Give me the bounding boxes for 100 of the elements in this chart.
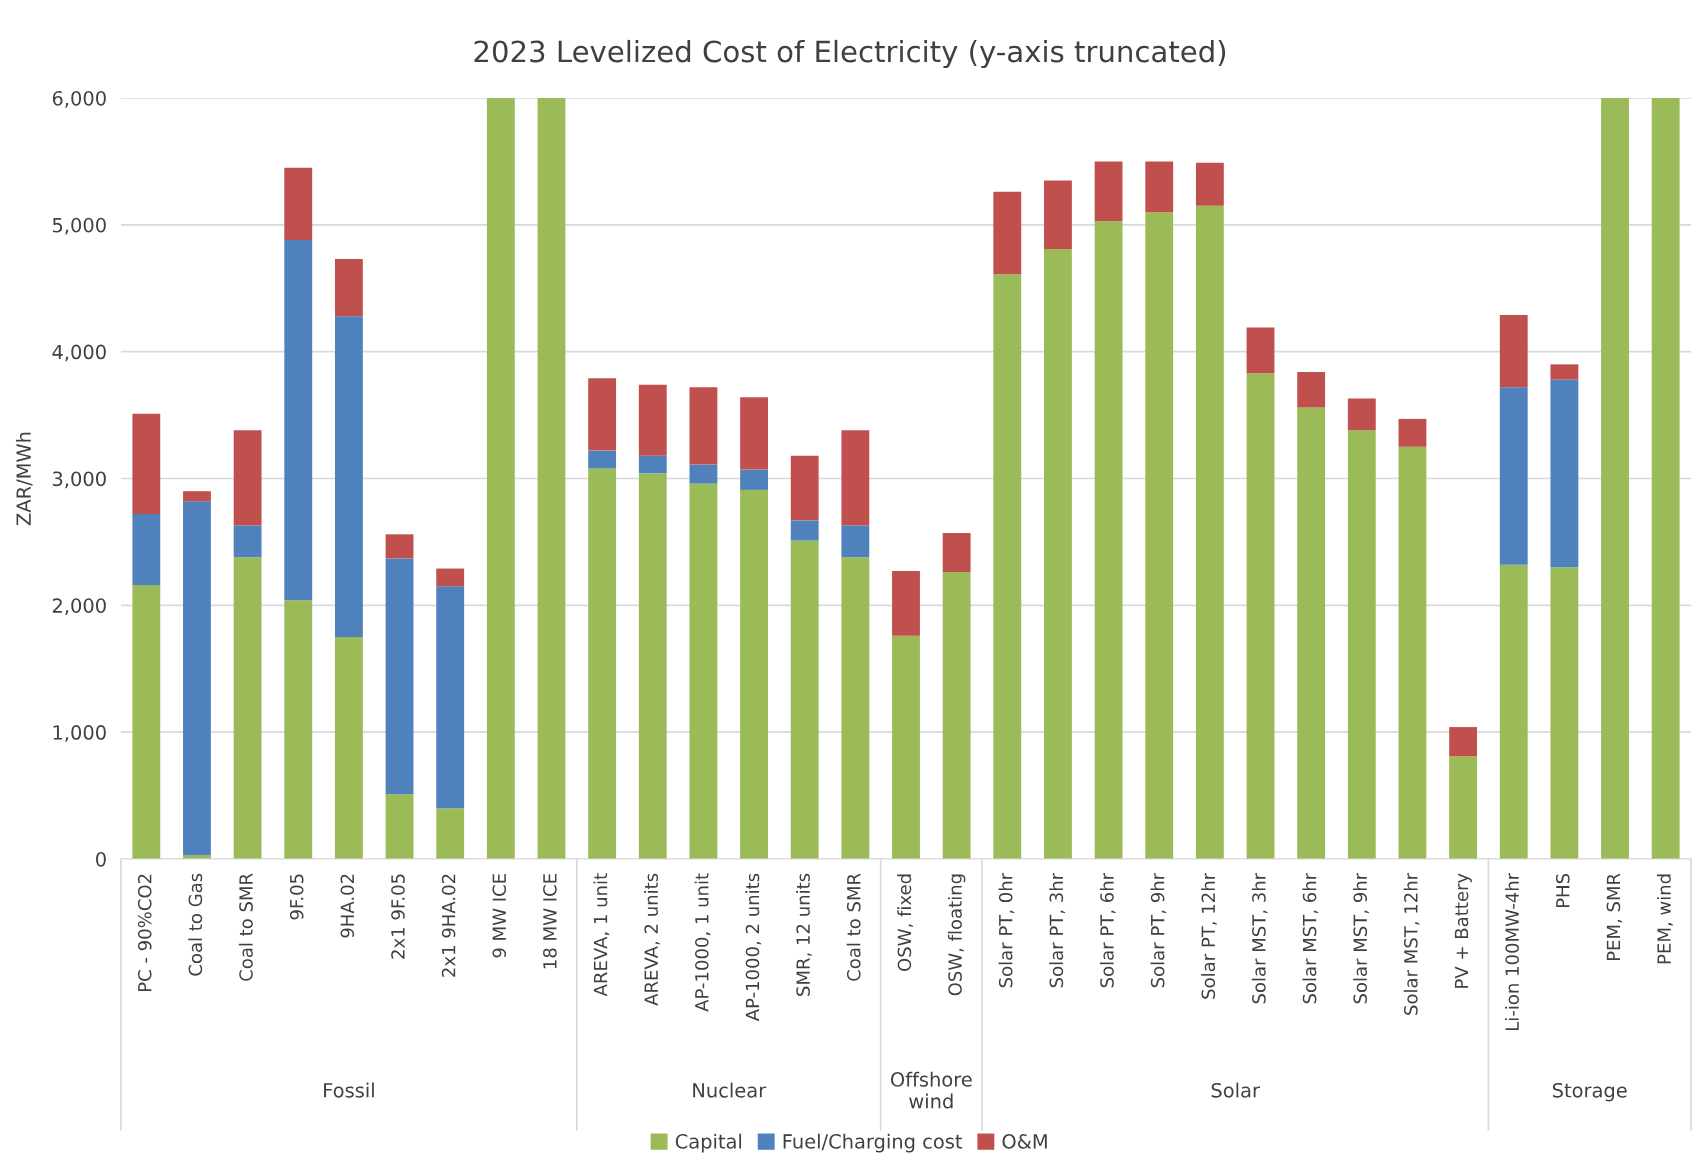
legend-label: O&M [1002,1134,1047,1149]
y-tick-label: 2,000 [52,598,106,615]
bar [1145,161,1174,213]
bar [1550,379,1579,568]
bar [841,430,870,526]
x-tick-label: Solar PT, 6hr [1099,872,1116,988]
bar [689,464,718,484]
bar [1601,98,1629,859]
x-tick-label: Coal to Gas [188,873,203,976]
bar [486,98,515,859]
bar [740,489,768,859]
bar [1347,430,1376,859]
y-tick-label: 1,000 [53,725,106,742]
bar [334,637,363,859]
bar [1246,373,1275,859]
bar [334,316,363,638]
x-tick-label: 9HA.02 [340,874,355,938]
bar [537,98,566,859]
chart-title: 2023 Levelized Cost of Electricity (y-axis truncated) [474,39,1226,69]
y-tick-label: 6,000 [52,90,106,108]
bar [334,259,363,317]
x-tick-label: Coal to SMR [846,873,861,981]
bar [588,378,617,451]
y-tick-label: 4,000 [52,344,106,362]
bar [638,473,667,859]
x-tick-label: 2x1 9HA.02 [441,874,456,977]
bar [1297,371,1326,408]
bar [1449,756,1478,859]
legend-label: Capital [675,1133,742,1153]
bar [1449,727,1478,757]
x-tick-label: Solar MST, 3hr [1251,872,1268,1004]
bar [132,514,161,586]
x-tick-label: Solar PT, 3hr [1049,872,1066,988]
bar [993,191,1022,275]
bar [284,600,313,859]
bar [1044,248,1072,859]
bar [841,525,870,558]
x-tick-label: AP-1000, 2 units [745,873,762,1022]
bar [1246,327,1275,374]
text: Storage [1552,1082,1627,1102]
x-tick-label: Solar MST, 12hr [1403,872,1420,1015]
bar [993,274,1022,859]
bar [689,483,718,859]
legend-label: Fuel/Charging cost [783,1133,963,1153]
bar [284,167,313,241]
y-tick-label: 0 [96,851,106,867]
bar [740,469,768,490]
bar [1195,205,1224,859]
x-tick-label: PC - 90%CO2 [137,874,152,992]
x-tick-label: Solar PT, 9hr [1150,872,1167,988]
bar [1651,98,1680,859]
y-tick-label: 3,000 [52,471,106,489]
bar [942,572,971,859]
bar [841,557,870,859]
x-tick-label: AREVA, 1 unit [593,873,610,997]
x-tick-label: 18 MW ICE [543,874,557,969]
bar [1398,446,1427,859]
bar [790,520,819,541]
text: Fossil [324,1082,374,1098]
bar [1145,212,1174,859]
x-tick-label: Coal to SMR [238,873,253,981]
x-tick-label: 2x1 9F.05 [391,874,405,959]
text: Offshore wind [890,1071,972,1109]
x-tick-label: OSW, fixed [897,874,914,971]
x-tick-label: PHS [1555,873,1570,908]
bar [588,450,617,469]
bar [436,568,465,587]
x-tick-label: Solar PT, 0hr [998,872,1015,988]
bar [385,794,414,859]
bar [790,540,819,859]
bar [638,384,667,456]
bar [1499,387,1528,565]
bar [1499,564,1528,859]
bar [183,491,211,502]
x-tick-label: Solar PT, 12hr [1201,872,1217,999]
bar [689,387,718,465]
x-tick-label: Li-ion 100MW-4hr [1505,872,1519,1030]
bar [588,468,617,859]
bar [1398,418,1427,447]
y-axis-title: ZAR/MWh [15,432,33,526]
bar [436,586,465,809]
text: Solar [1211,1082,1260,1098]
x-tick-label: Solar MST, 9hr [1353,872,1369,1004]
bar [1044,180,1072,249]
bar [233,557,262,859]
x-tick-label: Solar MST, 6hr [1302,872,1319,1004]
bar [233,525,262,558]
text: Nuclear [693,1082,767,1098]
bar [1550,567,1579,859]
y-tick-label: 5,000 [52,217,106,235]
bar [740,397,768,470]
bar [132,413,161,515]
bar [1297,407,1326,859]
bar [385,558,414,795]
bar [1499,314,1528,388]
bar [1094,161,1123,222]
x-tick-label: AP-1000, 1 unit [694,873,711,1012]
bar [790,455,819,521]
bar [1347,398,1376,431]
x-tick-label: PEM, wind [1656,874,1673,964]
